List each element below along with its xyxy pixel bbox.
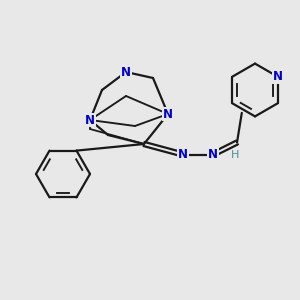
Text: N: N [208,148,218,161]
Text: N: N [163,107,173,121]
Text: N: N [121,65,131,79]
Text: H: H [230,150,239,160]
Text: N: N [178,148,188,161]
Text: N: N [85,113,95,127]
Text: N: N [273,70,283,83]
